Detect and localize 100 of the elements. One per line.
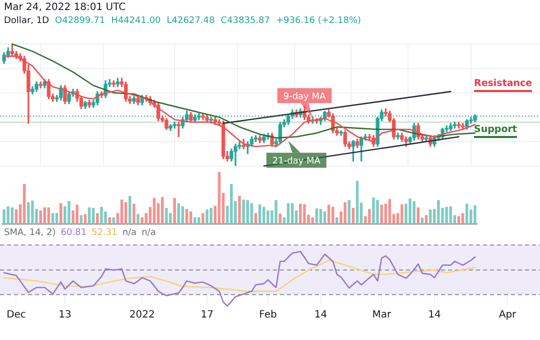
bar [198, 217, 200, 224]
bar [327, 204, 330, 224]
bar [445, 206, 448, 224]
bar [136, 214, 140, 224]
bar [22, 184, 26, 224]
bar [124, 202, 128, 224]
bar [437, 200, 440, 224]
bar [299, 204, 302, 224]
bar [344, 202, 346, 224]
bar [400, 204, 404, 224]
bar [218, 172, 221, 224]
bar [181, 206, 184, 224]
bar [408, 198, 412, 224]
bar [242, 200, 245, 224]
bar [474, 205, 476, 224]
chart-subtitle: Dollar, 1D [4, 16, 50, 26]
bar [332, 206, 334, 224]
text: n/a [122, 228, 137, 238]
text: n/a [142, 228, 156, 238]
bar [250, 203, 254, 224]
bar [47, 207, 50, 224]
bar [108, 217, 111, 224]
bar [428, 209, 432, 224]
bar [230, 184, 233, 224]
bar [311, 217, 314, 224]
bar [376, 200, 379, 224]
bar [303, 204, 306, 224]
bar [323, 212, 326, 224]
series-label: 9-day MA [283, 92, 327, 102]
x-tick-label: 14 [428, 310, 441, 321]
bar [189, 212, 192, 224]
bar [356, 180, 359, 224]
bar [132, 204, 136, 224]
bar [206, 209, 208, 224]
bar [10, 207, 14, 224]
bar [96, 213, 99, 224]
text: +936.16 (+2.18%) [276, 16, 362, 26]
x-tick-label: Mar [372, 310, 392, 321]
bar [92, 208, 95, 224]
bar [262, 206, 266, 224]
x-tick-label: Apr [498, 310, 518, 321]
bar [100, 206, 103, 224]
bar [258, 204, 262, 224]
bar [368, 208, 371, 224]
bar [266, 210, 270, 224]
bar [461, 213, 464, 224]
text: L42627.48 [166, 16, 215, 26]
bar [412, 201, 416, 224]
legend-label: 21-day MA [272, 156, 322, 167]
bar [372, 197, 375, 224]
bar [68, 201, 70, 224]
bar [39, 210, 42, 224]
bar [173, 198, 176, 224]
bar [416, 207, 420, 224]
chart-title: Mar 24, 2022 18:01 UTC [4, 2, 126, 13]
bar [424, 215, 428, 224]
bar [128, 196, 132, 224]
x-tick-label: Feb [259, 310, 277, 321]
bar [274, 200, 278, 224]
bar [165, 208, 168, 224]
x-tick-label: 2022 [129, 310, 155, 321]
bar [177, 203, 180, 224]
text: O42899.71 [55, 16, 106, 26]
bar [449, 206, 452, 224]
bar [238, 196, 241, 224]
x-tick-label: Dec [6, 310, 26, 321]
bar [55, 213, 58, 224]
bar [152, 198, 156, 224]
text: 60.81 [60, 228, 87, 238]
bar [210, 208, 212, 224]
bar [254, 213, 258, 224]
x-tick-label: 17 [200, 310, 214, 321]
bar [80, 215, 83, 224]
text: C43835.87 [220, 16, 270, 26]
bar [76, 204, 78, 224]
text: 52.31 [92, 228, 118, 238]
bar [348, 200, 350, 224]
bar [160, 196, 164, 224]
x-tick-label: 13 [58, 310, 72, 321]
bar [336, 217, 338, 224]
bar [352, 208, 355, 224]
bar [88, 207, 91, 224]
bar [27, 202, 30, 224]
annotation: Support [474, 124, 517, 138]
bar [465, 204, 468, 224]
bar [246, 200, 249, 224]
bar [286, 203, 290, 224]
candlestick [234, 144, 238, 166]
bar [84, 214, 87, 224]
chart-title: SMA, 14, 2) [4, 228, 56, 238]
bar [6, 206, 10, 224]
bar [51, 213, 54, 224]
bar [2, 209, 6, 224]
bar [278, 214, 282, 224]
bar [43, 207, 46, 224]
bar [193, 217, 196, 224]
bar [185, 208, 188, 224]
bar [380, 204, 383, 224]
bar [202, 213, 204, 224]
bar [31, 200, 34, 224]
